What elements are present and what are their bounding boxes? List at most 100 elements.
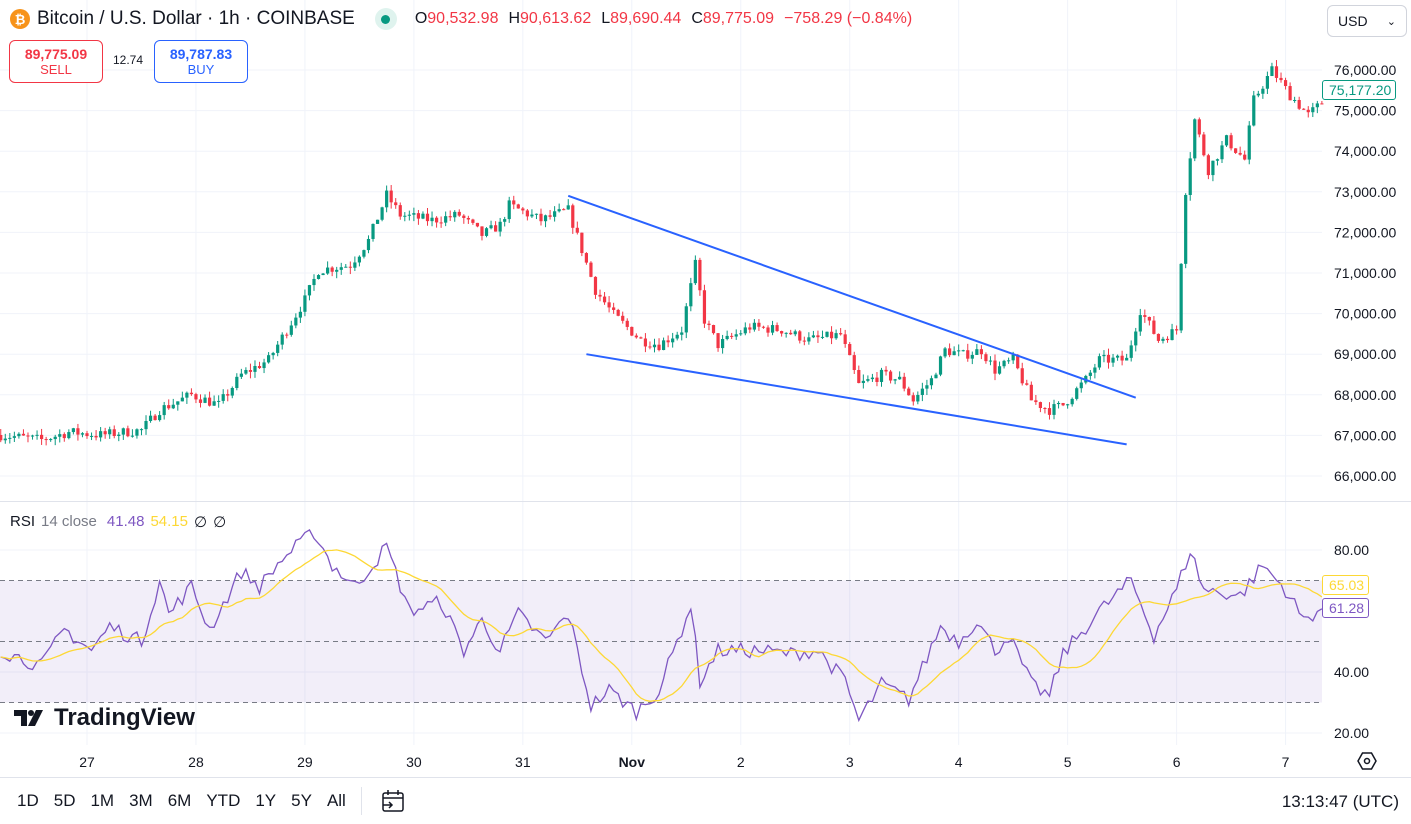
candle (902, 372, 906, 392)
candle-body (916, 394, 920, 402)
candle (820, 330, 825, 340)
candle-body (239, 373, 243, 377)
candle-body (1175, 329, 1179, 331)
candle (1247, 121, 1251, 165)
chart-canvas[interactable]: 66,000.00 67,000.00 68,000.00 69,000.00 70,0… (0, 0, 1411, 778)
buy-button[interactable]: 89,787.83 BUY (154, 40, 248, 83)
rsi-lines (0, 528, 1323, 723)
candle (789, 329, 793, 335)
candle (12, 431, 16, 443)
candle-body (548, 215, 552, 217)
candle-body (734, 334, 738, 337)
range-5d[interactable]: 5D (53, 791, 76, 810)
range-6m[interactable]: 6M (167, 791, 192, 810)
date-range-buttons: 1D 5D 1M 3M 6M YTD 1Y 5Y All (0, 791, 346, 811)
time-tick-label: 31 (515, 754, 531, 770)
range-ytd[interactable]: YTD (206, 791, 241, 810)
candle-body (1234, 148, 1238, 153)
candle-body (1129, 345, 1133, 358)
candle (412, 207, 416, 222)
candle (739, 330, 743, 336)
clock[interactable]: 13:13:47 (UTC) (1281, 792, 1399, 811)
candle-body (444, 216, 448, 223)
candle (285, 332, 289, 339)
candle-body (144, 420, 148, 430)
candle (607, 296, 611, 313)
candle (144, 415, 148, 435)
candle-body (1097, 356, 1102, 368)
range-3m[interactable]: 3M (129, 791, 153, 810)
candle (139, 428, 144, 436)
range-1m[interactable]: 1M (90, 791, 115, 810)
settings-icon[interactable] (1357, 752, 1377, 770)
trendlines[interactable] (567, 194, 1137, 446)
candle (575, 221, 579, 235)
candle (1025, 379, 1029, 386)
candle-body (257, 365, 262, 369)
time-tick-label: 7 (1282, 754, 1290, 770)
candle-body (30, 435, 35, 437)
candle-body (330, 267, 334, 272)
candle-body (21, 433, 26, 436)
tradingview-logo[interactable]: TradingView (14, 704, 195, 732)
candle (135, 428, 139, 439)
range-1d[interactable]: 1D (17, 791, 39, 810)
candle-body (357, 256, 361, 263)
candle (1143, 309, 1147, 323)
rsi-legend[interactable]: RSI 14 close 41.48 54.15 ∅ ∅ (10, 513, 226, 531)
candle (248, 363, 253, 379)
candle-body (425, 213, 430, 222)
candle-body (707, 323, 711, 326)
candle (67, 429, 71, 440)
candle (1120, 350, 1124, 366)
candle (158, 411, 162, 422)
candle (375, 219, 380, 224)
range-1y[interactable]: 1Y (255, 791, 277, 810)
candle (3, 433, 7, 444)
candle (289, 320, 293, 337)
sell-button[interactable]: 89,775.09 SELL (9, 40, 103, 83)
candle (666, 335, 670, 348)
candle-body (453, 211, 457, 218)
candle (362, 249, 366, 259)
go-to-date-icon[interactable] (380, 788, 406, 814)
candle-body (389, 190, 393, 203)
candle-body (1066, 404, 1070, 406)
candle-body (843, 334, 847, 345)
candle-body (12, 436, 16, 438)
symbol-title[interactable]: Bitcoin / U.S. Dollar · 1h · COINBASE (37, 8, 355, 29)
spread: 12.74 (113, 53, 144, 67)
range-all[interactable]: All (326, 791, 346, 810)
market-status-icon[interactable] (374, 8, 397, 30)
candle-body (589, 262, 593, 277)
candle-body (1115, 355, 1120, 358)
candle (1288, 82, 1292, 101)
candle-body (757, 322, 761, 327)
candle (1215, 158, 1220, 166)
candle (920, 382, 924, 402)
candle (816, 330, 820, 343)
candle-body (725, 335, 729, 340)
range-5y[interactable]: 5Y (291, 791, 312, 810)
candle (571, 203, 575, 234)
candle (1238, 146, 1242, 156)
candle (957, 344, 961, 357)
candle (1056, 401, 1061, 409)
rsi-band (0, 580, 1322, 703)
sell-label: SELL (40, 62, 72, 77)
currency-select[interactable]: USD ⌄ (1327, 5, 1407, 37)
candle (1161, 336, 1165, 344)
candle-body (1320, 103, 1324, 105)
candle (648, 341, 652, 350)
candle (326, 261, 330, 275)
candle-body (1288, 86, 1292, 101)
candle-body (112, 429, 116, 436)
candle (943, 346, 947, 359)
change-value: −758.29 (−0.84%) (784, 10, 913, 27)
candle-body (89, 435, 94, 437)
candle-body (366, 238, 371, 251)
candle-body (1238, 152, 1242, 155)
candle-body (829, 331, 834, 339)
candle-body (1283, 80, 1288, 87)
candle (217, 395, 221, 408)
